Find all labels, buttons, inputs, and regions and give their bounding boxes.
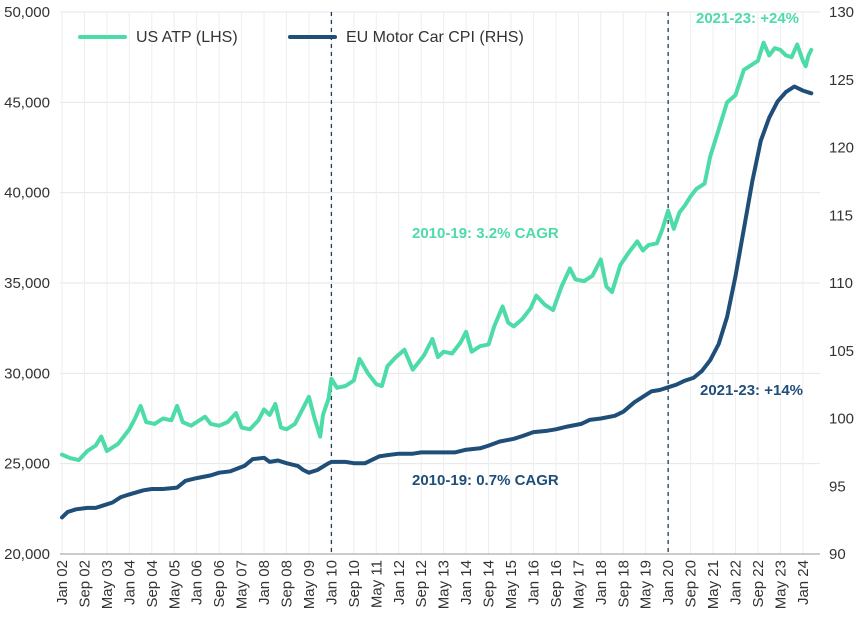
y-left-tick-label: 50,000 bbox=[4, 4, 50, 21]
x-tick-label: Jan 02 bbox=[54, 560, 71, 605]
x-tick-label: Jan 14 bbox=[458, 560, 475, 605]
x-tick-label: Sep 04 bbox=[144, 560, 161, 608]
y-right-tick-label: 130 bbox=[829, 4, 854, 21]
annotation-us-2021-23: 2021-23: +24% bbox=[696, 10, 799, 27]
x-tick-label: Jan 06 bbox=[189, 560, 206, 605]
annotation-eu-2021-23: 2021-23: +14% bbox=[700, 382, 803, 399]
x-tick-label: Sep 20 bbox=[683, 560, 700, 608]
x-tick-label: Sep 18 bbox=[615, 560, 632, 608]
legend: US ATP (LHS) EU Motor Car CPI (RHS) bbox=[78, 29, 524, 46]
x-tick-label: Jan 10 bbox=[323, 560, 340, 605]
legend-label-eu-cpi: EU Motor Car CPI (RHS) bbox=[346, 29, 524, 46]
x-tick-label: Sep 10 bbox=[346, 560, 363, 608]
right-axis-ticks: 90 95 100 105 110 115 120 125 130 bbox=[829, 4, 854, 563]
series-line-eu-cpi bbox=[60, 84, 814, 520]
x-tick-label: May 09 bbox=[301, 560, 318, 609]
x-tick-label: Jan 12 bbox=[391, 560, 408, 605]
y-right-tick-label: 110 bbox=[829, 275, 853, 292]
y-right-tick-label: 90 bbox=[829, 546, 846, 563]
x-tick-label: May 05 bbox=[166, 560, 183, 609]
x-tick-label: Jan 04 bbox=[121, 560, 138, 605]
y-left-tick-label: 30,000 bbox=[4, 365, 50, 382]
y-left-tick-label: 35,000 bbox=[4, 275, 50, 292]
x-tick-label: Jan 18 bbox=[593, 560, 610, 605]
annotation-us-2010-19: 2010-19: 3.2% CAGR bbox=[412, 225, 559, 242]
y-right-tick-label: 115 bbox=[829, 207, 853, 224]
x-tick-label: Sep 06 bbox=[211, 560, 228, 608]
x-tick-label: Sep 12 bbox=[413, 560, 430, 608]
x-tick-label: May 21 bbox=[705, 560, 722, 609]
annotation-eu-2010-19: 2010-19: 0.7% CAGR bbox=[412, 472, 559, 489]
x-tick-label: Sep 22 bbox=[750, 560, 767, 608]
series-line-us-atp bbox=[60, 40, 814, 463]
legend-label-us-atp: US ATP (LHS) bbox=[136, 29, 238, 46]
x-tick-label: Jan 24 bbox=[795, 560, 812, 605]
x-tick-label: May 23 bbox=[772, 560, 789, 609]
x-tick-label: May 03 bbox=[99, 560, 116, 609]
left-axis-ticks: 20,000 25,000 30,000 35,000 40,000 45,000 50,0… bbox=[4, 4, 50, 563]
y-left-tick-label: 25,000 bbox=[4, 456, 50, 473]
y-left-tick-label: 45,000 bbox=[4, 94, 50, 111]
x-tick-label: May 11 bbox=[368, 560, 385, 608]
gridlines bbox=[60, 11, 820, 555]
x-tick-label: Sep 08 bbox=[279, 560, 296, 608]
y-right-tick-label: 125 bbox=[829, 72, 854, 89]
x-tick-label: Sep 16 bbox=[548, 560, 565, 608]
x-tick-label: Jan 16 bbox=[525, 560, 542, 605]
x-tick-label: May 17 bbox=[570, 560, 587, 609]
y-left-tick-label: 20,000 bbox=[4, 546, 50, 563]
y-right-tick-label: 95 bbox=[829, 478, 846, 495]
y-right-tick-label: 100 bbox=[829, 411, 854, 428]
x-tick-label: Sep 02 bbox=[76, 560, 93, 608]
x-tick-label: May 15 bbox=[503, 560, 520, 609]
x-tick-label: May 13 bbox=[436, 560, 453, 609]
x-tick-label: Jan 20 bbox=[660, 560, 677, 605]
y-right-tick-label: 120 bbox=[829, 140, 854, 157]
x-tick-label: May 07 bbox=[234, 560, 251, 609]
x-tick-label: Jan 22 bbox=[728, 560, 745, 605]
y-left-tick-label: 40,000 bbox=[4, 185, 50, 202]
x-tick-label: May 19 bbox=[638, 560, 655, 609]
series-lines bbox=[60, 40, 814, 520]
x-tick-label: Sep 14 bbox=[481, 560, 498, 608]
x-axis-ticks: Jan 02 Sep 02 May 03 Jan 04 Sep 04 May 05 Jan … bbox=[54, 560, 812, 609]
y-right-tick-label: 105 bbox=[829, 343, 854, 360]
x-tick-label: Jan 08 bbox=[256, 560, 273, 605]
